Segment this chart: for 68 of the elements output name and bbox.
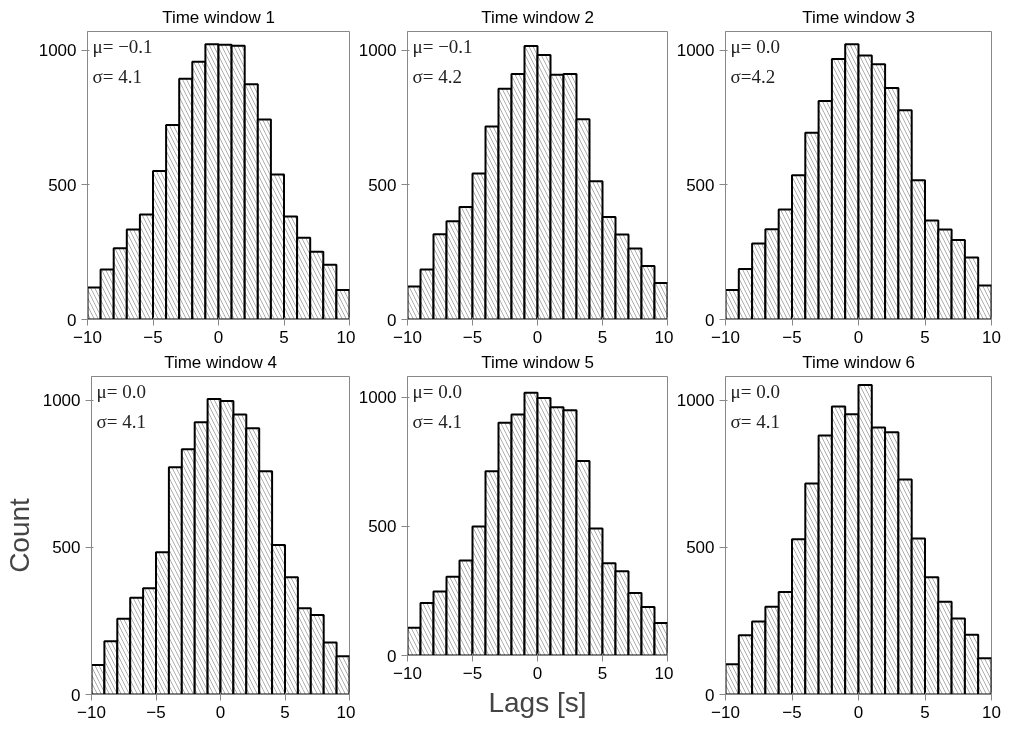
- x-tick-label: 5: [279, 327, 289, 347]
- x-tick-label: 0: [213, 327, 224, 347]
- chart-title: Time window 4: [164, 352, 277, 372]
- x-tick-label: 0: [215, 702, 226, 722]
- y-tick-label: 500: [48, 175, 77, 195]
- annotation: σ= 4.1: [730, 410, 780, 432]
- x-tick-label: −5: [143, 327, 163, 347]
- x-tick-label: −5: [146, 702, 166, 722]
- x-tick-label: −10: [393, 327, 422, 347]
- x-tick-label: 10: [982, 702, 1001, 722]
- y-axis-title: Count: [3, 497, 35, 573]
- y-tick-label: 0: [67, 310, 77, 330]
- annotation: μ= 0.0: [730, 380, 780, 402]
- x-tick-label: 5: [597, 327, 608, 347]
- y-tick-label: 1000: [358, 41, 397, 61]
- x-tick-label: −5: [462, 663, 483, 683]
- y-tick-label: 0: [387, 310, 397, 330]
- annotation: μ= 0.0: [730, 35, 780, 57]
- y-tick-label: 0: [71, 685, 81, 705]
- x-tick-label: −5: [462, 327, 483, 347]
- chart-title: Time window 5: [481, 352, 594, 372]
- x-tick-label: 0: [853, 702, 864, 722]
- x-tick-label: −5: [782, 702, 802, 722]
- y-tick-label: 500: [686, 538, 715, 558]
- y-tick-label: 1000: [38, 41, 77, 61]
- y-tick-label: 1000: [358, 388, 397, 408]
- y-tick-label: 500: [368, 517, 397, 537]
- y-tick-label: 0: [705, 310, 715, 330]
- y-tick-label: 1000: [42, 391, 81, 411]
- x-tick-label: −10: [711, 702, 740, 722]
- annotation: μ= 0.0: [412, 380, 462, 402]
- chart-title: Time window 6: [802, 352, 915, 372]
- x-tick-label: 10: [654, 663, 674, 683]
- annotation: σ= 4.1: [412, 410, 462, 432]
- y-tick-label: 500: [686, 175, 715, 195]
- x-tick-label: 0: [853, 327, 864, 347]
- annotation: σ= 4.1: [92, 65, 142, 87]
- y-tick-label: 1000: [676, 391, 715, 411]
- x-tick-label: 5: [920, 327, 930, 347]
- annotation: σ= 4.1: [96, 410, 146, 432]
- chart-title: Time window 1: [162, 7, 275, 27]
- annotation: σ=4.2: [730, 65, 776, 87]
- x-tick-label: 10: [336, 702, 356, 722]
- x-tick-label: −10: [393, 663, 422, 683]
- annotation: μ= −0.1: [92, 35, 153, 57]
- y-tick-label: 0: [387, 646, 397, 666]
- y-tick-label: 500: [52, 538, 81, 558]
- x-tick-label: 10: [982, 327, 1001, 347]
- annotation: μ= −0.1: [412, 35, 473, 57]
- chart-title: Time window 2: [481, 7, 594, 27]
- x-tick-label: 10: [336, 327, 356, 347]
- x-tick-label: 10: [654, 327, 674, 347]
- x-tick-label: −5: [782, 327, 802, 347]
- chart-title: Time window 3: [802, 7, 915, 27]
- annotation: μ= 0.0: [96, 380, 146, 402]
- y-tick-label: 1000: [676, 41, 715, 61]
- x-tick-label: 0: [532, 663, 543, 683]
- x-tick-label: 5: [597, 663, 608, 683]
- x-tick-label: −10: [73, 327, 102, 347]
- x-axis-title: Lags [s]: [488, 686, 587, 718]
- x-tick-label: −10: [77, 702, 106, 722]
- x-tick-label: −10: [711, 327, 740, 347]
- y-tick-label: 500: [368, 175, 397, 195]
- x-tick-label: 5: [280, 702, 290, 722]
- x-tick-label: 5: [920, 702, 930, 722]
- y-tick-label: 0: [705, 685, 715, 705]
- x-tick-label: 0: [532, 327, 543, 347]
- annotation: σ= 4.2: [412, 65, 462, 87]
